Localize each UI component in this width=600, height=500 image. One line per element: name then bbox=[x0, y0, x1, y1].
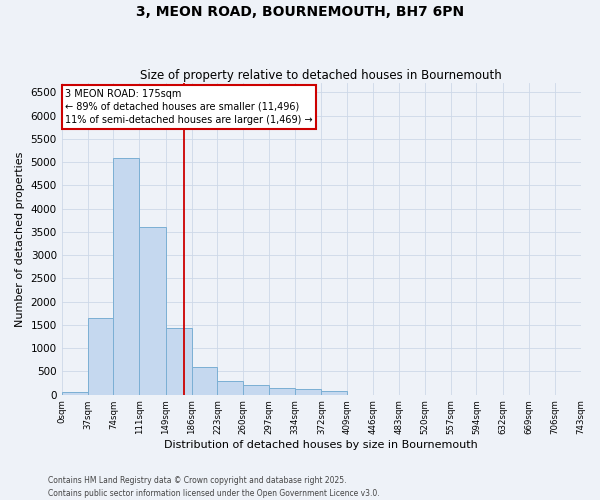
Text: 3 MEON ROAD: 175sqm
← 89% of detached houses are smaller (11,496)
11% of semi-de: 3 MEON ROAD: 175sqm ← 89% of detached ho… bbox=[65, 88, 313, 125]
Bar bbox=[295, 390, 322, 394]
X-axis label: Distribution of detached houses by size in Bournemouth: Distribution of detached houses by size … bbox=[164, 440, 478, 450]
Bar bbox=[243, 386, 269, 394]
Bar bbox=[88, 318, 113, 394]
Bar bbox=[217, 381, 243, 394]
Y-axis label: Number of detached properties: Number of detached properties bbox=[15, 152, 25, 326]
Title: Size of property relative to detached houses in Bournemouth: Size of property relative to detached ho… bbox=[140, 69, 502, 82]
Bar bbox=[269, 388, 295, 394]
Text: 3, MEON ROAD, BOURNEMOUTH, BH7 6PN: 3, MEON ROAD, BOURNEMOUTH, BH7 6PN bbox=[136, 5, 464, 19]
Bar bbox=[322, 390, 347, 394]
Bar bbox=[191, 367, 217, 394]
Bar bbox=[113, 158, 139, 394]
Bar bbox=[139, 228, 166, 394]
Bar bbox=[166, 328, 191, 394]
Text: Contains HM Land Registry data © Crown copyright and database right 2025.
Contai: Contains HM Land Registry data © Crown c… bbox=[48, 476, 380, 498]
Bar bbox=[62, 392, 88, 394]
